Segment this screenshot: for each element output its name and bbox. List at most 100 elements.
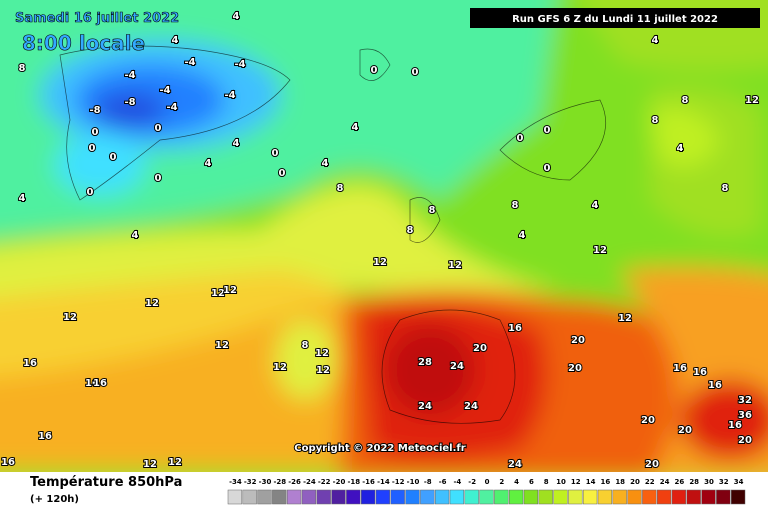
contour-label: 16 — [1, 457, 15, 468]
contour-label: 0 — [87, 187, 94, 198]
contour-label: 16 — [38, 431, 52, 442]
contour-label: 12 — [273, 362, 287, 373]
contour-label: 8 — [652, 115, 659, 126]
contour-label: 4 — [233, 11, 240, 22]
contour-label: 8 — [682, 95, 689, 106]
contour-label: 12 — [745, 95, 759, 106]
contour-label: 0 — [412, 67, 419, 78]
scale-label: -10 — [407, 478, 420, 486]
contour-label: 16 — [708, 380, 722, 391]
contour-label: 0 — [155, 173, 162, 184]
scale-label: 24 — [660, 478, 670, 486]
scale-swatch — [316, 489, 331, 505]
scale-swatch — [716, 489, 731, 505]
contour-label: 4 — [519, 230, 526, 241]
scale-swatch — [420, 489, 435, 505]
contour-label: 4 — [172, 35, 179, 46]
contour-label: 20 — [571, 335, 585, 346]
date: Samedi 16 juillet 2022 — [15, 11, 179, 26]
contour-label: 8 — [337, 183, 344, 194]
scale-swatch — [346, 489, 361, 505]
contour-label: 4 — [677, 143, 684, 154]
contour-label: 4 — [322, 158, 329, 169]
contour-label: 12 — [143, 459, 157, 470]
contour-label: 12 — [215, 340, 229, 351]
scale-swatch — [331, 489, 346, 505]
scale-swatch — [272, 489, 287, 505]
contour-label: 0 — [110, 152, 117, 163]
scale-swatch — [523, 489, 539, 505]
scale-label: -16 — [362, 478, 375, 486]
scale-swatch — [375, 489, 391, 505]
scale-swatch — [227, 489, 243, 505]
contour-label: 16 — [673, 363, 687, 374]
contour-label: 0 — [517, 133, 524, 144]
scale-label: 20 — [630, 478, 640, 486]
scale-label: -18 — [347, 478, 360, 486]
contour-label: 8 — [407, 225, 414, 236]
contour-label: 0 — [544, 163, 551, 174]
contour-label: 24 — [508, 459, 522, 470]
scale-label: 16 — [601, 478, 611, 486]
copyright: Copyright © 2022 Meteociel.fr — [294, 443, 465, 454]
scale-label: -8 — [424, 478, 432, 486]
contour-label: 12 — [316, 365, 330, 376]
scale-label: -2 — [468, 478, 476, 486]
scale-swatch — [257, 489, 272, 505]
contour-label: 0 — [89, 143, 96, 154]
contour-label: 12 — [211, 288, 225, 299]
scale-label: 18 — [615, 478, 625, 486]
contour-label: 16 — [23, 358, 37, 369]
scale-swatch — [449, 489, 465, 505]
scale-label: -24 — [303, 478, 316, 486]
scale-swatch — [582, 489, 598, 505]
scale-label: -20 — [333, 478, 346, 486]
scale-label: 32 — [719, 478, 729, 486]
scale-label: -4 — [454, 478, 462, 486]
scale-swatch — [494, 489, 509, 505]
contour-label: 4 — [233, 138, 240, 149]
scale-swatch — [671, 489, 687, 505]
scale-label: 2 — [499, 478, 504, 486]
scale-label: -34 — [229, 478, 242, 486]
contour-label: 16 — [508, 323, 522, 334]
contour-label: 16 — [85, 378, 99, 389]
contour-label: 16 — [693, 367, 707, 378]
scale-swatch — [360, 489, 376, 505]
scale-label: 6 — [529, 478, 534, 486]
scale-swatch — [286, 489, 302, 505]
footer-title: Température 850hPa — [30, 475, 182, 490]
run-info: Run GFS 6 Z du Lundi 11 juillet 2022 — [512, 14, 718, 25]
contour-label: 4 — [592, 200, 599, 211]
contour-label: 0 — [279, 168, 286, 179]
contour-label: -4 — [159, 85, 170, 96]
contour-label: 12 — [593, 245, 607, 256]
contour-label: -4 — [124, 70, 135, 81]
contour-label: -4 — [184, 57, 195, 68]
scale-label: 10 — [556, 478, 566, 486]
scale-label: 4 — [514, 478, 519, 486]
contour-label: 24 — [418, 401, 432, 412]
contour-label: 12 — [373, 257, 387, 268]
contour-label: 12 — [168, 457, 182, 468]
contour-label: 8 — [512, 200, 519, 211]
scale-swatch — [301, 489, 317, 505]
run-banner — [470, 8, 760, 28]
contour-label: 12 — [315, 348, 329, 359]
scale-swatch — [656, 489, 672, 505]
contour-label: 4 — [352, 122, 359, 133]
scale-label: 30 — [704, 478, 714, 486]
scale-swatch — [730, 489, 746, 505]
contour-label: 12 — [63, 312, 77, 323]
scale-swatch — [627, 489, 642, 505]
scale-label: 12 — [571, 478, 581, 486]
scale-swatch — [508, 489, 524, 505]
scale-swatch — [642, 489, 657, 505]
scale-label: -28 — [273, 478, 286, 486]
contour-label: 16 — [728, 420, 742, 431]
contour-label: 8 — [722, 183, 729, 194]
contour-label: 28 — [418, 357, 432, 368]
scale-swatch — [390, 489, 405, 505]
contour-label: 20 — [738, 435, 752, 446]
contour-label: -4 — [224, 90, 235, 101]
